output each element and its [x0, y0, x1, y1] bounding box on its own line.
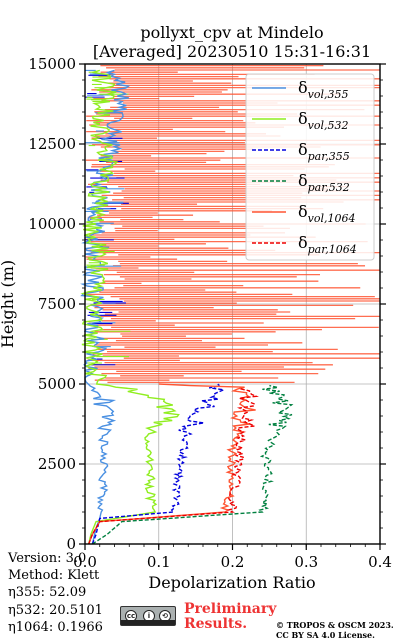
eta1064-text: η1064: 0.1966: [8, 619, 103, 635]
copyright-note: © TROPOS & OSCM 2023. CC BY SA 4.0 Licen…: [276, 620, 394, 640]
x-tick-label: 0.4: [368, 553, 392, 571]
axis-ticks: 0.0 0.1 0.2 0.3 0.4 0 2500 5000 7500 10000 12500 15…: [28, 55, 392, 571]
retrieval-info: Version: 3.0 Method: Klett η355: 52.09 η…: [8, 550, 103, 636]
x-tick-label: 0.0: [73, 553, 97, 571]
y-tick-label: 5000: [38, 375, 76, 393]
cc-license-badge: cc i ⟲: [120, 606, 176, 626]
series-line-par-355: [91, 383, 227, 545]
legend-label: δvol,355: [298, 78, 349, 101]
preliminary-line2: Results.: [184, 616, 248, 632]
badge-footer-bar: [121, 620, 175, 625]
y-tick-label: 0: [66, 535, 76, 553]
legend-label: δpar,532: [298, 171, 350, 194]
y-tick-label: 15000: [28, 55, 76, 73]
y-tick-label: 2500: [38, 455, 76, 473]
preliminary-line1: Preliminary: [184, 601, 277, 617]
x-tick-label: 0.3: [294, 553, 318, 571]
by-icon: i: [143, 610, 155, 622]
eta355-text: η355: 52.09: [8, 585, 87, 601]
legend-label: δvol,1064: [298, 202, 356, 225]
series-line-vol-532: [80, 69, 180, 545]
chart-title-line2: [Averaged] 20230510 15:31-16:31: [93, 42, 371, 61]
legend-box: [245, 73, 375, 261]
x-tick-label: 0.1: [147, 553, 171, 571]
copyright-line2: CC BY SA 4.0 License.: [276, 630, 375, 640]
sa-icon: ⟲: [159, 610, 171, 622]
legend-label: δpar,355: [298, 140, 350, 163]
series-line-par-532: [92, 384, 294, 545]
y-axis-label: Height (m): [0, 260, 17, 348]
x-tick-label: 0.2: [221, 553, 245, 571]
x-axis-label: Depolarization Ratio: [148, 573, 315, 592]
series-line-par-1064: [88, 386, 259, 545]
copyright-line1: © TROPOS & OSCM 2023.: [276, 620, 394, 630]
series-line-vol-1064: [88, 383, 256, 545]
legend: δvol,355 δvol,532 δpar,355 δpar,532 δvol,106…: [245, 73, 375, 261]
eta532-text: η532: 20.5101: [8, 602, 103, 618]
y-tick-label: 7500: [38, 295, 76, 313]
version-text: Version: 3.0: [8, 551, 87, 566]
legend-label: δvol,532: [298, 109, 349, 132]
series-lines: [80, 69, 294, 545]
y-tick-label: 12500: [28, 135, 76, 153]
y-tick-label: 10000: [28, 215, 76, 233]
legend-label: δpar,1064: [298, 233, 357, 256]
preliminary-note: Preliminary Results.: [184, 602, 276, 632]
method-text: Method: Klett: [8, 568, 100, 584]
chart-title-line1: pollyxt_cpv at Mindelo: [140, 23, 323, 42]
